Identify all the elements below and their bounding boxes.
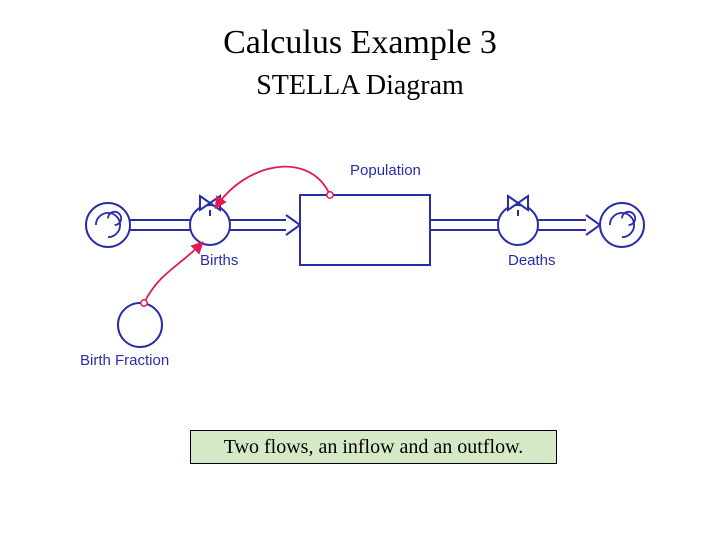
caption-box: Two flows, an inflow and an outflow. — [190, 430, 557, 464]
diagram-svg: Population Births Deaths Birth Fraction — [0, 135, 720, 365]
label-population: Population — [350, 162, 421, 179]
connector-birthfraction-to-births — [144, 243, 202, 303]
label-birth-fraction: Birth Fraction — [80, 352, 169, 365]
label-births: Births — [200, 252, 238, 269]
cloud-source-icon — [86, 203, 130, 247]
label-deaths: Deaths — [508, 252, 556, 269]
cloud-sink-icon — [600, 203, 644, 247]
page-subtitle: STELLA Diagram — [0, 70, 720, 102]
page-root: Calculus Example 3 STELLA Diagram Popula… — [0, 0, 720, 540]
page-title: Calculus Example 3 — [0, 24, 720, 62]
stella-diagram: Population Births Deaths Birth Fraction — [0, 135, 720, 365]
stock-population — [300, 195, 430, 265]
converter-birth-fraction — [118, 303, 162, 347]
